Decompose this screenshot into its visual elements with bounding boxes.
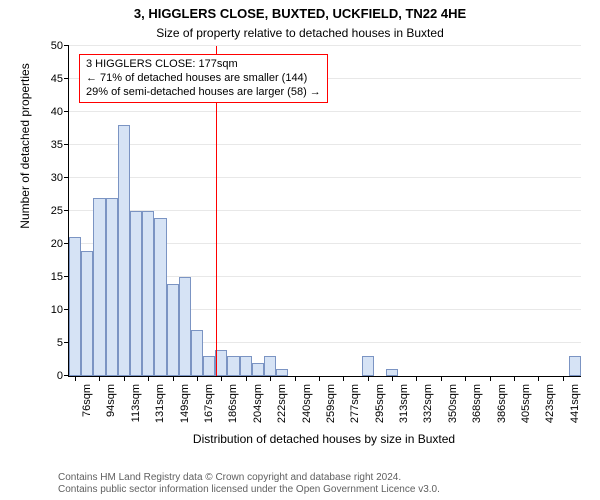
x-axis-label: Distribution of detached houses by size …: [68, 432, 580, 446]
xtick-label: 259sqm: [325, 384, 337, 438]
histogram-bar: [93, 198, 105, 376]
xtick-mark: [221, 376, 222, 381]
histogram-bar: [81, 251, 93, 376]
xtick-mark: [197, 376, 198, 381]
footer-attribution: Contains HM Land Registry data © Crown c…: [58, 472, 440, 496]
xtick-label: 277sqm: [349, 384, 361, 438]
xtick-label: 295sqm: [374, 384, 386, 438]
xtick-mark: [514, 376, 515, 381]
histogram-bar: [362, 356, 374, 376]
xtick-mark: [173, 376, 174, 381]
info-box: 3 HIGGLERS CLOSE: 177sqm← 71% of detache…: [79, 54, 328, 103]
histogram-bar: [386, 369, 398, 376]
chart-title: 3, HIGGLERS CLOSE, BUXTED, UCKFIELD, TN2…: [0, 6, 600, 21]
xtick-label: 240sqm: [301, 384, 313, 438]
ytick-mark: [64, 144, 69, 145]
xtick-label: 350sqm: [447, 384, 459, 438]
footer-line-2: Contains public sector information licen…: [58, 484, 440, 496]
xtick-label: 405sqm: [520, 384, 532, 438]
xtick-label: 94sqm: [105, 384, 117, 438]
histogram-bar: [276, 369, 288, 376]
ytick-mark: [64, 210, 69, 211]
histogram-bar: [240, 356, 252, 376]
xtick-mark: [124, 376, 125, 381]
ytick-label: 30: [35, 172, 63, 184]
xtick-mark: [538, 376, 539, 381]
histogram-bar: [569, 356, 581, 376]
gridline-h: [69, 45, 581, 46]
xtick-label: 76sqm: [81, 384, 93, 438]
xtick-label: 386sqm: [496, 384, 508, 438]
info-box-line: 3 HIGGLERS CLOSE: 177sqm: [86, 58, 321, 72]
ytick-label: 15: [35, 271, 63, 283]
xtick-mark: [490, 376, 491, 381]
histogram-bar: [264, 356, 276, 376]
histogram-bar: [130, 211, 142, 376]
xtick-mark: [368, 376, 369, 381]
ytick-label: 10: [35, 304, 63, 316]
xtick-mark: [99, 376, 100, 381]
xtick-mark: [148, 376, 149, 381]
xtick-mark: [75, 376, 76, 381]
xtick-label: 423sqm: [544, 384, 556, 438]
xtick-label: 222sqm: [276, 384, 288, 438]
ytick-mark: [64, 111, 69, 112]
xtick-label: 149sqm: [179, 384, 191, 438]
ytick-label: 25: [35, 205, 63, 217]
ytick-label: 45: [35, 73, 63, 85]
histogram-bar: [167, 284, 179, 376]
histogram-bar: [215, 350, 227, 376]
histogram-bar: [179, 277, 191, 376]
ytick-label: 0: [35, 370, 63, 382]
chart-plot-area: 0510152025303540455076sqm94sqm113sqm131s…: [68, 46, 581, 377]
histogram-bar: [203, 356, 215, 376]
histogram-bar: [118, 125, 130, 376]
xtick-mark: [416, 376, 417, 381]
footer-line-1: Contains HM Land Registry data © Crown c…: [58, 472, 440, 484]
y-axis-label: Number of detached properties: [18, 0, 32, 311]
xtick-label: 113sqm: [130, 384, 142, 438]
xtick-label: 332sqm: [422, 384, 434, 438]
ytick-mark: [64, 177, 69, 178]
histogram-bar: [154, 218, 166, 376]
xtick-mark: [246, 376, 247, 381]
ytick-label: 40: [35, 106, 63, 118]
chart-subtitle: Size of property relative to detached ho…: [0, 26, 600, 40]
histogram-bar: [106, 198, 118, 376]
xtick-mark: [343, 376, 344, 381]
histogram-bar: [252, 363, 264, 376]
xtick-label: 441sqm: [569, 384, 581, 438]
ytick-label: 35: [35, 139, 63, 151]
xtick-mark: [441, 376, 442, 381]
xtick-label: 204sqm: [252, 384, 264, 438]
histogram-bar: [69, 237, 81, 376]
xtick-mark: [563, 376, 564, 381]
gridline-h: [69, 111, 581, 112]
xtick-mark: [319, 376, 320, 381]
xtick-mark: [392, 376, 393, 381]
histogram-bar: [227, 356, 239, 376]
gridline-h: [69, 144, 581, 145]
gridline-h: [69, 177, 581, 178]
xtick-mark: [270, 376, 271, 381]
histogram-bar: [191, 330, 203, 376]
ytick-label: 5: [35, 337, 63, 349]
xtick-mark: [465, 376, 466, 381]
info-box-line: ← 71% of detached houses are smaller (14…: [86, 72, 321, 86]
xtick-label: 167sqm: [203, 384, 215, 438]
info-box-line: 29% of semi-detached houses are larger (…: [86, 86, 321, 100]
xtick-label: 186sqm: [227, 384, 239, 438]
xtick-mark: [295, 376, 296, 381]
xtick-label: 313sqm: [398, 384, 410, 438]
xtick-label: 368sqm: [471, 384, 483, 438]
histogram-bar: [142, 211, 154, 376]
xtick-label: 131sqm: [154, 384, 166, 438]
ytick-mark: [64, 78, 69, 79]
ytick-label: 20: [35, 238, 63, 250]
ytick-label: 50: [35, 40, 63, 52]
ytick-mark: [64, 45, 69, 46]
